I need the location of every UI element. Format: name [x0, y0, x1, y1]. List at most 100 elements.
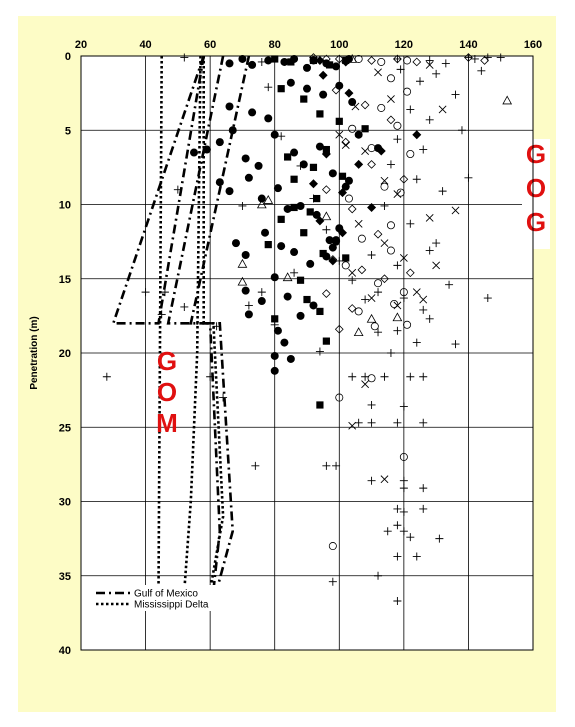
plus-point: [367, 250, 376, 259]
filled-circle-point: [248, 60, 257, 69]
open-triangle-point: [502, 95, 513, 105]
plus-point: [393, 135, 402, 144]
filled-diamond-point: [367, 202, 377, 212]
filled-circle-point: [270, 130, 279, 139]
x-tick-label: 120: [395, 39, 413, 51]
filled-circle-point: [277, 242, 286, 251]
plus-point: [348, 276, 357, 285]
gom-letter: G: [157, 346, 177, 376]
filled-circle-point: [190, 148, 198, 157]
filled-circle-point: [341, 182, 350, 191]
filled-circle-point: [332, 62, 341, 71]
plus-point: [406, 533, 415, 542]
x-axis-ticks: 20 40 60 80 100 120 140 160: [75, 39, 542, 51]
filled-circle-point: [238, 54, 247, 63]
open-diamond-point: [386, 115, 396, 125]
filled-square-point: [303, 295, 311, 304]
open-circle-point: [374, 279, 383, 288]
filled-diamond-point: [308, 179, 318, 189]
plus-point: [315, 347, 324, 356]
plus-point: [160, 288, 169, 297]
open-diamond-point: [360, 100, 370, 110]
filled-circle-point: [273, 184, 282, 193]
filled-diamond-point: [412, 130, 422, 140]
gom-letter: O: [157, 377, 177, 407]
filled-circle-point: [202, 145, 211, 154]
plus-point: [425, 115, 434, 124]
filled-circle-point: [306, 259, 315, 268]
x-point: [335, 130, 344, 139]
filled-circle-point: [319, 90, 328, 99]
plus-point: [464, 173, 473, 182]
filled-circle-point: [270, 273, 279, 282]
open-diamond-point: [357, 265, 367, 275]
filled-square-point: [335, 117, 343, 125]
filled-circle-point: [257, 297, 266, 306]
plus-point: [257, 288, 266, 297]
x-point: [387, 95, 395, 103]
x-point: [425, 213, 434, 222]
filled-circle-point: [248, 108, 257, 117]
plus-point: [180, 53, 189, 62]
open-circle-point: [396, 188, 405, 197]
filled-circle-point: [241, 154, 250, 163]
open-circle-point: [406, 150, 415, 159]
x-point: [432, 261, 441, 270]
filled-square-point: [319, 249, 327, 258]
plus-point: [180, 302, 189, 311]
open-diamond-point: [399, 174, 409, 184]
y-tick-label: 5: [65, 125, 71, 137]
plus-point: [374, 571, 383, 580]
open-diamond-point: [412, 57, 422, 67]
plus-point: [348, 372, 357, 381]
y-tick-label: 40: [59, 645, 71, 657]
plus-point: [257, 57, 266, 66]
open-diamond-point: [380, 274, 389, 284]
plus-point: [383, 527, 392, 536]
x-point: [412, 288, 421, 297]
plus-point: [380, 372, 389, 381]
filled-square-point: [316, 307, 324, 316]
x-point: [399, 254, 408, 262]
x-tick-label: 60: [204, 39, 216, 51]
x-point: [374, 68, 382, 77]
filled-circle-point: [309, 56, 318, 65]
plus-point: [141, 288, 150, 297]
filled-circle-point: [290, 148, 299, 157]
plus-point: [419, 372, 428, 381]
mississippi-delta-line: [183, 55, 202, 591]
open-diamond-point: [334, 54, 344, 64]
filled-circle-point: [215, 138, 224, 147]
plus-point: [354, 418, 363, 427]
plus-point: [412, 175, 421, 184]
filled-circle-point: [374, 144, 383, 153]
plus-point: [380, 201, 389, 210]
x-point: [419, 295, 428, 304]
plus-point: [399, 484, 408, 493]
x-tick-label: 100: [330, 39, 348, 51]
plus-point: [419, 504, 428, 513]
open-circle-point: [380, 182, 389, 191]
plus-point: [406, 105, 415, 114]
filled-square-point: [264, 240, 272, 249]
plus-point: [451, 340, 460, 349]
filled-circle-point: [273, 326, 282, 335]
open-diamond-point: [405, 268, 415, 278]
plus-point: [322, 461, 331, 470]
plus-point: [367, 400, 376, 409]
filled-circle-point: [309, 301, 318, 310]
plus-point: [399, 527, 408, 536]
plus-point: [441, 59, 450, 68]
open-diamond-point: [480, 56, 489, 65]
x-point: [380, 475, 389, 484]
open-diamond-point: [367, 56, 376, 65]
plus-point: [264, 83, 273, 92]
y-tick-label: 20: [59, 348, 71, 360]
filled-square-point: [271, 55, 279, 63]
plus-point: [451, 90, 460, 99]
plus-point: [412, 338, 421, 347]
plus-point: [386, 160, 395, 169]
